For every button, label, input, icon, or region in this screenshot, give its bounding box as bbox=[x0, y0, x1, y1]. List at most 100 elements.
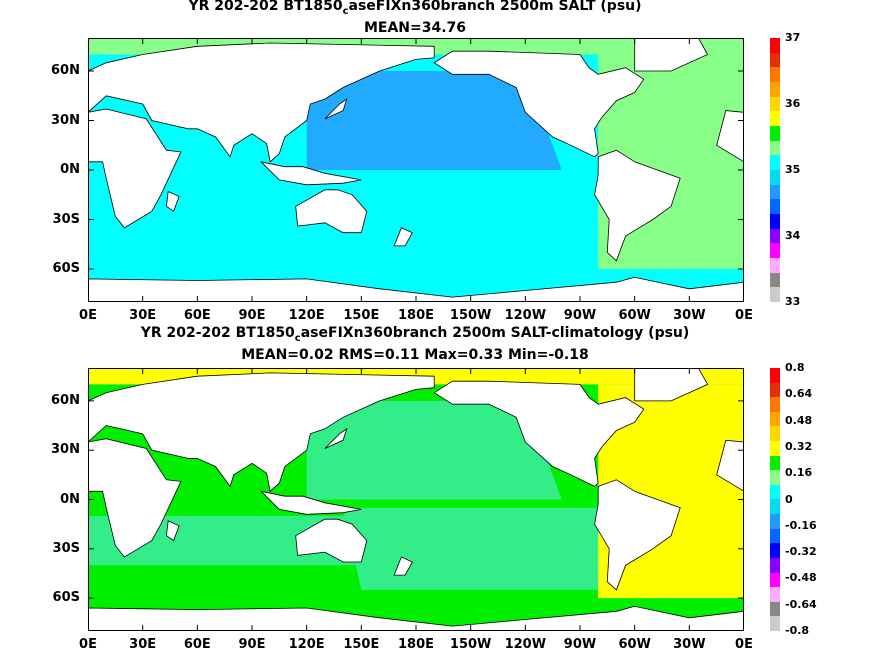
colorbar-segment bbox=[770, 169, 780, 185]
colorbar-label: -0.48 bbox=[785, 571, 817, 585]
lat-label: 60N bbox=[51, 63, 80, 78]
lon-label: 90W bbox=[563, 308, 597, 323]
japan-land bbox=[324, 427, 348, 449]
colorbar-segment bbox=[770, 96, 780, 112]
west-africa-land bbox=[716, 439, 744, 492]
colorbar-segment bbox=[770, 528, 780, 544]
colorbar-segment bbox=[770, 111, 780, 126]
eurasia-land bbox=[88, 372, 435, 493]
panel2-title: YR 202-202 BT1850caseFIXn360branch 2500m… bbox=[140, 325, 690, 344]
colorbar-segment bbox=[770, 272, 780, 288]
colorbar-label: 35 bbox=[785, 163, 801, 176]
lat-label: 0N bbox=[60, 491, 80, 507]
south-pacific bbox=[343, 178, 617, 261]
colorbar-label: 0.64 bbox=[785, 387, 813, 401]
panel1-map bbox=[88, 38, 744, 302]
lat-label: 30S bbox=[52, 211, 80, 227]
colorbar-segment bbox=[770, 557, 780, 573]
panel2-map bbox=[88, 368, 744, 631]
lon-label: 30E bbox=[129, 308, 157, 323]
west-africa-land bbox=[716, 110, 744, 163]
colorbar-segment bbox=[770, 441, 780, 456]
lon-label: 0E bbox=[735, 637, 753, 652]
colorbar-segment bbox=[770, 543, 780, 558]
colorbar-segment bbox=[770, 368, 780, 383]
africa-land bbox=[88, 108, 182, 229]
colorbar-label: 0.32 bbox=[785, 439, 813, 453]
lon-label: 90W bbox=[563, 637, 597, 652]
madagascar-land bbox=[165, 520, 180, 542]
colorbar-segment bbox=[770, 484, 780, 500]
colorbar-label: 37 bbox=[785, 31, 801, 44]
lon-label: 180E bbox=[397, 308, 435, 323]
south-america-land bbox=[594, 479, 681, 591]
colorbar-segment bbox=[770, 382, 780, 398]
lon-label: 150W bbox=[449, 637, 492, 652]
lat-label: 30S bbox=[52, 540, 80, 556]
colorbar-segment bbox=[770, 587, 780, 602]
north-america-land bbox=[433, 380, 645, 487]
colorbar-segment bbox=[770, 125, 780, 141]
colorbar-segment bbox=[770, 426, 780, 442]
lon-label: 90E bbox=[238, 637, 266, 652]
panel1-stats: MEAN=34.76 bbox=[363, 20, 467, 36]
africa-land bbox=[88, 438, 182, 558]
panel1-title: YR 202-202 BT1850caseFIXn360branch 2500m… bbox=[188, 0, 642, 17]
australia-land bbox=[295, 189, 368, 234]
lon-label: 0E bbox=[735, 308, 753, 323]
lat-label: 0N bbox=[60, 162, 80, 177]
colorbar-segment bbox=[770, 601, 780, 617]
lon-label: 120W bbox=[504, 308, 547, 323]
south-america-land bbox=[594, 149, 681, 262]
colorbar-segment bbox=[770, 38, 780, 53]
madagascar-land bbox=[165, 190, 180, 212]
colorbar-segment bbox=[770, 470, 780, 485]
lon-label: 60E bbox=[183, 308, 211, 323]
colorbar-segment bbox=[770, 228, 780, 244]
indonesia-land bbox=[259, 490, 362, 515]
lon-label: 120E bbox=[288, 637, 325, 652]
lat-label: 30N bbox=[51, 112, 80, 128]
lat-label: 60S bbox=[52, 261, 80, 276]
colorbar-label: -0.32 bbox=[785, 545, 817, 559]
colorbar-segment bbox=[770, 455, 780, 471]
lon-label: 30W bbox=[673, 637, 706, 652]
colorbar-label: 0.48 bbox=[785, 413, 813, 427]
australia-land bbox=[295, 518, 368, 563]
colorbar-label: 0.8 bbox=[785, 361, 805, 374]
colorbar-segment bbox=[770, 411, 780, 427]
lon-label: 90E bbox=[238, 308, 266, 323]
lat-label: 60N bbox=[51, 392, 80, 408]
north-america-land bbox=[433, 50, 645, 158]
colorbar-label: 33 bbox=[785, 295, 801, 308]
colorbar-segment bbox=[770, 397, 780, 412]
lon-label: 150W bbox=[449, 308, 492, 323]
colorbar-label: 0.16 bbox=[785, 466, 813, 480]
panel2-stats: MEAN=0.02 RMS=0.11 Max=0.33 Min=-0.18 bbox=[241, 347, 589, 363]
colorbar-label: -0.8 bbox=[785, 624, 810, 637]
south-pacific bbox=[343, 507, 617, 590]
lon-label: 120W bbox=[504, 637, 547, 652]
colorbar-segment bbox=[770, 514, 780, 529]
lat-label: 30N bbox=[51, 442, 80, 458]
colorbar-segment bbox=[770, 257, 780, 273]
colorbar-segment bbox=[770, 287, 780, 302]
lon-label: 0E bbox=[79, 308, 97, 323]
panel2-map-svg bbox=[88, 368, 744, 631]
colorbar-segment bbox=[770, 243, 780, 258]
lon-label: 30W bbox=[673, 308, 706, 323]
colorbar-segment bbox=[770, 155, 780, 170]
north-pacific bbox=[306, 400, 562, 500]
colorbar-label: -0.16 bbox=[785, 518, 817, 532]
panel1-colorbar bbox=[770, 38, 780, 302]
lon-label: 60W bbox=[618, 308, 651, 323]
lat-label: 60S bbox=[52, 590, 80, 606]
panel1-map-svg bbox=[88, 38, 744, 302]
lon-label: 60W bbox=[618, 637, 651, 652]
colorbar-segment bbox=[770, 499, 780, 515]
colorbar-segment bbox=[770, 184, 780, 200]
lon-label: 150E bbox=[343, 308, 380, 323]
colorbar-segment bbox=[770, 140, 780, 156]
antarctica-land bbox=[88, 605, 744, 631]
indonesia-land bbox=[259, 161, 362, 186]
